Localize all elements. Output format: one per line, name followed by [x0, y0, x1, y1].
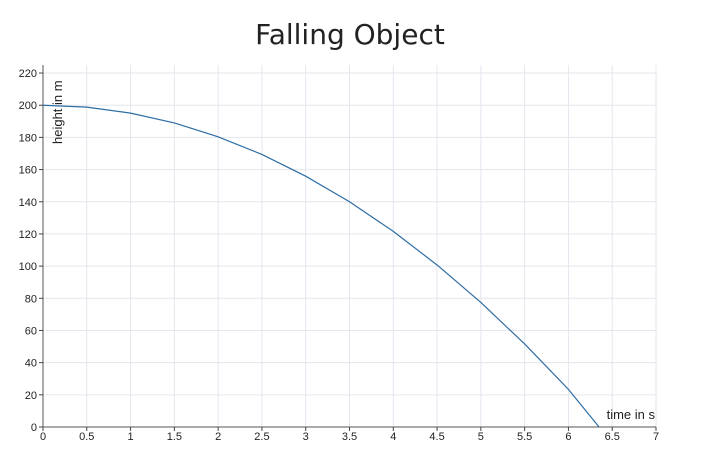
- y-tick-label: 100: [19, 261, 37, 273]
- grid-lines: [42, 65, 657, 428]
- x-tick: 0: [40, 427, 46, 443]
- x-tick: 5.5: [517, 427, 532, 443]
- y-tick-label: 180: [19, 132, 37, 144]
- y-tick: 20: [25, 390, 43, 402]
- x-tick-label: 2.5: [254, 431, 269, 443]
- x-tick-label: 2: [215, 431, 221, 443]
- series-line-height: [42, 104, 600, 428]
- x-tick: 2.5: [254, 427, 270, 443]
- y-tick-label: 40: [25, 358, 37, 370]
- x-tick: 1: [128, 427, 134, 443]
- y-axis-ticks: 0 20 40 60 80 100 120 140 160 180 200 220: [19, 68, 43, 434]
- y-tick: 0: [31, 422, 43, 434]
- x-tick-label: 6: [565, 431, 571, 443]
- y-tick-label: 120: [19, 229, 37, 241]
- x-tick-label: 1.5: [167, 431, 182, 443]
- y-tick-label: 80: [25, 293, 37, 305]
- x-tick: 4: [390, 427, 396, 443]
- x-tick: 5: [478, 427, 484, 443]
- x-tick-label: 6.5: [605, 431, 620, 443]
- y-tick-label: 60: [25, 325, 37, 337]
- y-tick: 220: [19, 68, 43, 80]
- y-tick: 100: [19, 261, 43, 273]
- x-tick-label: 3.5: [342, 431, 357, 443]
- y-tick: 160: [19, 165, 43, 177]
- y-tick-label: 220: [19, 68, 37, 80]
- x-tick-label: 0.5: [79, 431, 94, 443]
- y-tick-label: 200: [19, 100, 37, 112]
- x-axis-label: time in s: [607, 407, 656, 422]
- x-tick-label: 4.5: [429, 431, 444, 443]
- y-tick: 120: [19, 229, 43, 241]
- x-tick: 4.5: [429, 427, 445, 443]
- y-tick: 200: [19, 100, 43, 112]
- y-tick: 180: [19, 132, 43, 144]
- x-tick: 0.5: [79, 427, 94, 443]
- chart-title: Falling Object: [255, 18, 445, 51]
- x-tick: 3.5: [342, 427, 357, 443]
- y-tick: 60: [25, 325, 43, 337]
- x-axis-ticks: 0 0.5 1 1.5 2 2.5 3 3.5 4 4.5 5 5.5 6 6.5 7: [40, 427, 659, 443]
- x-tick: 6.5: [605, 427, 620, 443]
- y-axis-label: height in m: [50, 80, 65, 144]
- x-tick-label: 5: [478, 431, 484, 443]
- x-tick-label: 0: [40, 431, 46, 443]
- x-tick-label: 4: [390, 431, 396, 443]
- y-tick: 140: [19, 197, 43, 209]
- y-tick-label: 160: [19, 165, 37, 177]
- x-tick-label: 1: [128, 431, 134, 443]
- x-tick: 7: [653, 427, 659, 443]
- y-tick: 40: [25, 358, 43, 370]
- y-tick: 80: [25, 293, 43, 305]
- x-tick: 1.5: [167, 427, 182, 443]
- y-tick-label: 0: [31, 422, 37, 434]
- x-tick: 3: [303, 427, 309, 443]
- x-tick-label: 7: [653, 431, 659, 443]
- y-tick-label: 20: [25, 390, 37, 402]
- x-tick-label: 3: [303, 431, 309, 443]
- x-tick: 6: [565, 427, 571, 443]
- x-tick-label: 5.5: [517, 431, 532, 443]
- x-tick: 2: [215, 427, 221, 443]
- y-tick-label: 140: [19, 197, 37, 209]
